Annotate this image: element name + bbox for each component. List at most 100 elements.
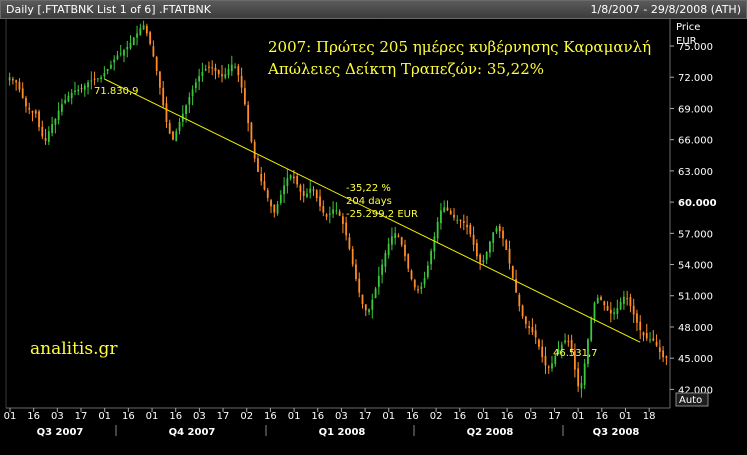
candle: [296, 173, 299, 188]
candle-body: [234, 66, 236, 68]
candle: [149, 30, 152, 46]
candle: [214, 63, 217, 80]
auto-scale-button[interactable]: Auto: [675, 392, 709, 407]
candle-body: [47, 131, 50, 142]
candle: [286, 169, 289, 194]
candle-body: [547, 366, 550, 368]
x-tick-label: 03: [51, 411, 64, 422]
candle: [139, 23, 142, 36]
candle: [240, 67, 243, 94]
quarter-label: Q3 2008: [593, 427, 640, 438]
x-tick-label: 16: [264, 411, 277, 422]
candle: [413, 278, 416, 291]
candle-body: [198, 76, 201, 82]
candle-body: [564, 340, 566, 343]
candle-body: [613, 312, 615, 314]
candle-body: [652, 338, 655, 341]
candle-body: [136, 33, 138, 38]
candle-body: [616, 308, 619, 315]
candle-body: [253, 141, 256, 159]
candle-body: [397, 235, 400, 237]
candle-body: [299, 185, 302, 192]
candle-body: [83, 85, 86, 90]
candle: [28, 102, 31, 115]
candle-body: [404, 244, 406, 257]
candle-body: [204, 68, 207, 71]
candle-body: [622, 296, 625, 304]
candle-body: [116, 55, 119, 60]
candle-body: [34, 110, 37, 114]
candle-body: [247, 105, 250, 124]
candle-body: [123, 50, 125, 56]
candle-body: [54, 118, 57, 125]
x-tick-label: 17: [359, 411, 372, 422]
candle: [309, 179, 312, 199]
candle-body: [345, 222, 348, 236]
annotations: 2007: Πρώτες 205 ημέρες κυβέρνησης Καραμ…: [30, 38, 651, 359]
candle: [325, 213, 328, 221]
candle: [400, 236, 403, 248]
candle: [387, 237, 390, 259]
candle-body: [394, 233, 397, 239]
candle-body: [201, 72, 204, 76]
candle-body: [603, 301, 606, 306]
candle-body: [632, 305, 635, 315]
candle-body: [208, 66, 210, 68]
candle: [606, 301, 609, 312]
candle-body: [626, 298, 629, 300]
candle-body: [534, 330, 537, 338]
candle: [541, 339, 544, 363]
candle-body: [243, 88, 246, 105]
candle: [64, 94, 67, 105]
candle-body: [230, 64, 233, 72]
candlesticks: [8, 20, 668, 398]
candle-body: [479, 254, 482, 263]
candle: [567, 334, 570, 347]
x-tick-label: 17: [548, 411, 561, 422]
candle: [587, 338, 589, 368]
trendline-change-eur: -25.299,2 EUR: [346, 209, 418, 220]
candle: [15, 79, 18, 91]
candle: [538, 338, 540, 350]
candle: [12, 76, 14, 85]
candle-body: [351, 248, 354, 265]
candle: [21, 82, 24, 99]
candle-body: [211, 67, 214, 69]
candle-body: [606, 305, 609, 311]
x-tick-label: 01: [146, 411, 159, 422]
candle-body: [175, 131, 178, 142]
candle-body: [90, 80, 93, 82]
trendline[interactable]: [104, 78, 641, 343]
candle: [345, 216, 348, 241]
candle: [315, 189, 318, 202]
candle-body: [593, 303, 596, 321]
candle: [162, 80, 165, 109]
candle: [459, 219, 462, 229]
candle-body: [15, 80, 18, 83]
candle: [302, 183, 305, 203]
candle: [430, 248, 433, 271]
candle-body: [642, 332, 645, 336]
candle-body: [185, 105, 187, 115]
auto-scale-label[interactable]: Auto: [679, 395, 702, 406]
candle-body: [557, 349, 560, 355]
candle: [492, 232, 495, 253]
candle: [74, 81, 76, 96]
date-range: 1/8/2007 - 29/8/2008 (ATH): [590, 3, 741, 16]
candle: [482, 254, 485, 266]
candle: [495, 225, 498, 234]
candle-body: [407, 254, 410, 269]
x-tick-label: 16: [169, 411, 182, 422]
candle-body: [355, 264, 357, 280]
candle: [446, 200, 449, 212]
candle-body: [469, 225, 472, 235]
candle: [191, 85, 194, 106]
candle: [208, 61, 210, 73]
candle-body: [436, 221, 439, 239]
candle-body: [266, 190, 269, 198]
candle: [335, 202, 338, 215]
candle: [603, 300, 606, 311]
candle-body: [276, 204, 279, 214]
y-axis-unit: EUR: [676, 36, 697, 47]
candle-body: [41, 126, 44, 137]
